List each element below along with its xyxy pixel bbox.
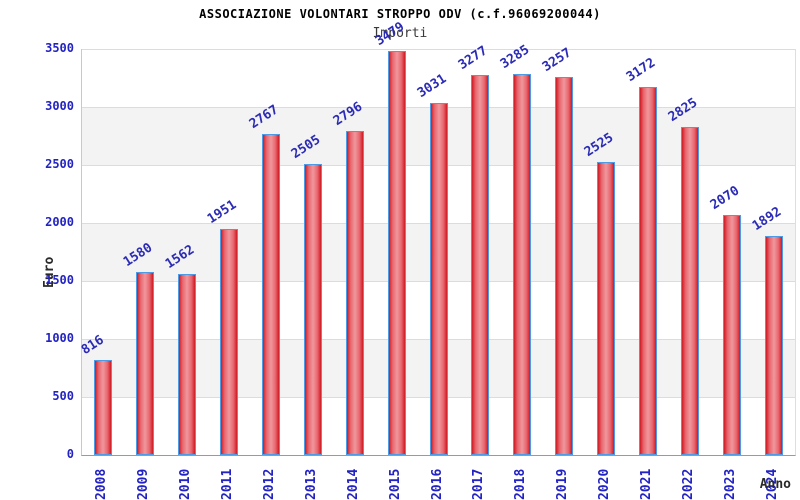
x-tick-label-2023: 2023: [723, 468, 739, 500]
x-tick-label-2008: 2008: [94, 468, 109, 500]
y-tick-label: 3500: [45, 41, 74, 55]
bar-2015: [387, 51, 406, 455]
chart-subtitle: Importi: [372, 26, 428, 41]
bar-2024: [765, 235, 784, 455]
x-axis-label: Anno: [759, 477, 791, 492]
x-tick-label-2009: 2009: [135, 468, 151, 500]
gridline: [82, 49, 795, 50]
plot-area: 816 1580 1562 1951 2767 2505 2796 3479 3031 3277 3…: [79, 20, 796, 456]
y-tick-label: 2000: [45, 215, 74, 229]
x-tick-label-2018: 2018: [513, 468, 529, 500]
bar-2013: [303, 164, 322, 455]
y-tick-label: 0: [66, 447, 74, 461]
bar-2023: [723, 214, 742, 455]
bar-2011: [219, 228, 238, 455]
x-tick-label-2019: 2019: [555, 468, 571, 500]
bar-2019: [555, 77, 574, 455]
x-tick-label-2015: 2015: [387, 468, 403, 500]
bar-2016: [429, 103, 448, 455]
plot-band: [82, 49, 795, 107]
bar-2008: [94, 360, 112, 455]
x-tick-label-2017: 2017: [471, 468, 487, 500]
y-tick-label: 1500: [45, 273, 74, 287]
bar-2010: [177, 273, 196, 455]
x-tick-label-2014: 2014: [345, 468, 361, 500]
x-tick-label-2010: 2010: [177, 468, 193, 500]
x-tick-label-2011: 2011: [219, 468, 235, 500]
x-tick-label-2020: 2020: [597, 468, 613, 500]
y-tick-label: 1000: [45, 331, 74, 345]
chart-title: ASSOCIAZIONE VOLONTARI STROPPO ODV (c.f.…: [199, 7, 601, 21]
x-tick-label-2016: 2016: [429, 468, 445, 500]
bar-2012: [261, 134, 280, 455]
bar-2014: [345, 130, 364, 455]
x-tick-label-2021: 2021: [639, 468, 655, 500]
y-tick-label: 3000: [45, 99, 74, 113]
bar-2020: [597, 162, 616, 455]
bar-2018: [513, 73, 532, 455]
x-tick-label-2022: 2022: [681, 468, 697, 500]
y-tick-label: 2500: [45, 157, 74, 171]
bar-2009: [135, 271, 154, 455]
bar-2017: [471, 74, 490, 455]
bar-2021: [639, 87, 658, 455]
bar-value-label: 3479: [372, 19, 407, 50]
x-tick-label-2012: 2012: [261, 468, 277, 500]
y-tick-label: 500: [52, 389, 74, 403]
x-tick-label-2013: 2013: [303, 468, 319, 500]
bar-2022: [681, 127, 700, 455]
